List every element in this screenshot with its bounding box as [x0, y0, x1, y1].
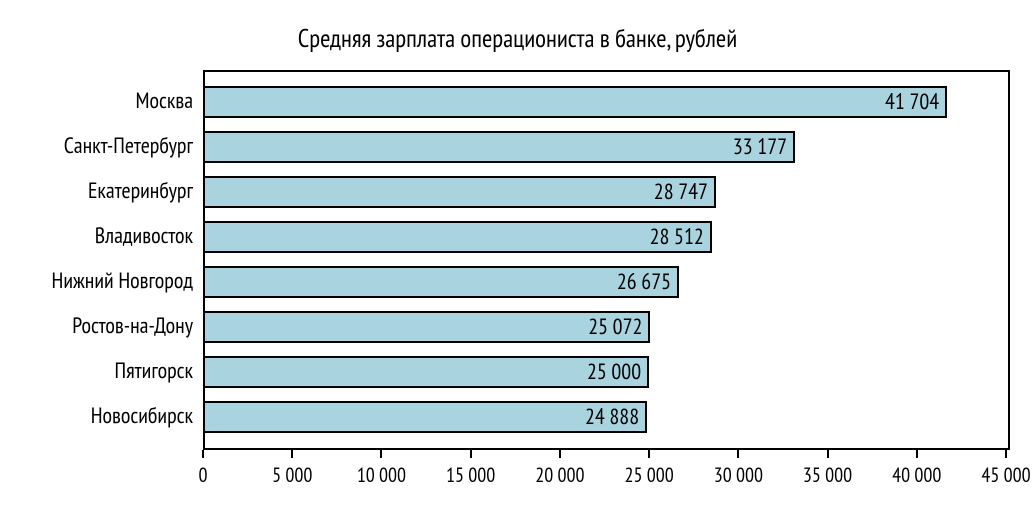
bar-value-label: 28 512 [650, 223, 704, 251]
x-tick [1005, 450, 1007, 458]
bar: 25 072 [203, 311, 650, 343]
bar-value-label: 41 704 [885, 88, 939, 116]
bar-value-label: 33 177 [733, 133, 787, 161]
x-tick [470, 450, 472, 458]
category-label: Москва [135, 87, 193, 115]
x-tick-label: 5 000 [272, 462, 312, 488]
bar: 28 747 [203, 176, 716, 208]
bar: 41 704 [203, 86, 947, 118]
x-tick-label: 30 000 [714, 462, 763, 488]
x-tick-label: 35 000 [803, 462, 852, 488]
bar-value-label: 28 747 [654, 178, 708, 206]
bar-value-label: 25 000 [587, 358, 641, 386]
x-tick-label: 0 [199, 462, 208, 488]
salary-chart: Средняя зарплата операциониста в банке, … [0, 0, 1035, 505]
bar-value-label: 25 072 [588, 313, 642, 341]
category-label: Пятигорск [115, 357, 193, 385]
chart-title: Средняя зарплата операциониста в банке, … [0, 22, 1035, 54]
category-label: Санкт-Петербург [64, 132, 193, 160]
category-label: Новосибирск [91, 402, 193, 430]
x-tick [648, 450, 650, 458]
bar: 28 512 [203, 221, 712, 253]
category-label: Нижний Новгород [52, 267, 193, 295]
x-tick [202, 450, 204, 458]
bar: 25 000 [203, 356, 649, 388]
x-tick [827, 450, 829, 458]
category-label: Владивосток [95, 222, 193, 250]
x-tick [559, 450, 561, 458]
bar-value-label: 26 675 [617, 268, 671, 296]
category-label: Екатеринбург [88, 177, 193, 205]
x-tick-label: 45 000 [981, 462, 1030, 488]
x-tick-label: 20 000 [535, 462, 584, 488]
x-tick [737, 450, 739, 458]
bar: 24 888 [203, 401, 647, 433]
x-tick [380, 450, 382, 458]
x-tick-label: 40 000 [892, 462, 941, 488]
y-axis [203, 72, 205, 448]
x-tick [916, 450, 918, 458]
x-tick-label: 10 000 [357, 462, 406, 488]
bar: 26 675 [203, 266, 679, 298]
plot-area: 41 704 33 177 28 747 28 512 26 675 25 072 25 0… [203, 70, 1010, 450]
x-tick [291, 450, 293, 458]
bar-value-label: 24 888 [585, 403, 639, 431]
bar: 33 177 [203, 131, 795, 163]
x-tick-label: 25 000 [624, 462, 673, 488]
x-tick-label: 15 000 [446, 462, 495, 488]
category-label: Ростов-на-Дону [72, 312, 193, 340]
